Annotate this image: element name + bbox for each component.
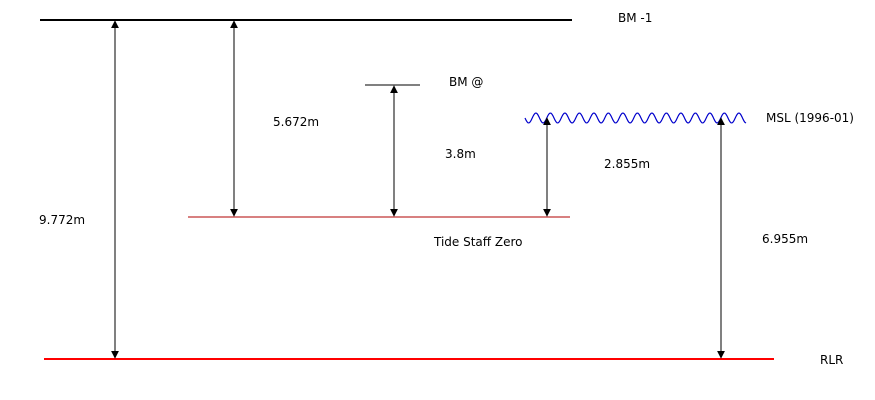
- bm-at-label: BM @: [449, 75, 483, 89]
- measurement-bmat-to-tsz: 3.8m: [445, 147, 476, 161]
- tide-staff-zero-label: Tide Staff Zero: [433, 235, 522, 249]
- measurement-bm1-to-rlr: 9.772m: [39, 213, 85, 227]
- msl-wave-line: [524, 112, 747, 124]
- bm1-label: BM -1: [618, 11, 652, 25]
- msl-label: MSL (1996-01): [766, 111, 854, 125]
- measurement-msl-to-tsz: 2.855m: [604, 157, 650, 171]
- rlr-label: RLR: [820, 353, 843, 367]
- measurement-bm1-to-tsz: 5.672m: [273, 115, 319, 129]
- measurement-msl-to-rlr: 6.955m: [762, 232, 808, 246]
